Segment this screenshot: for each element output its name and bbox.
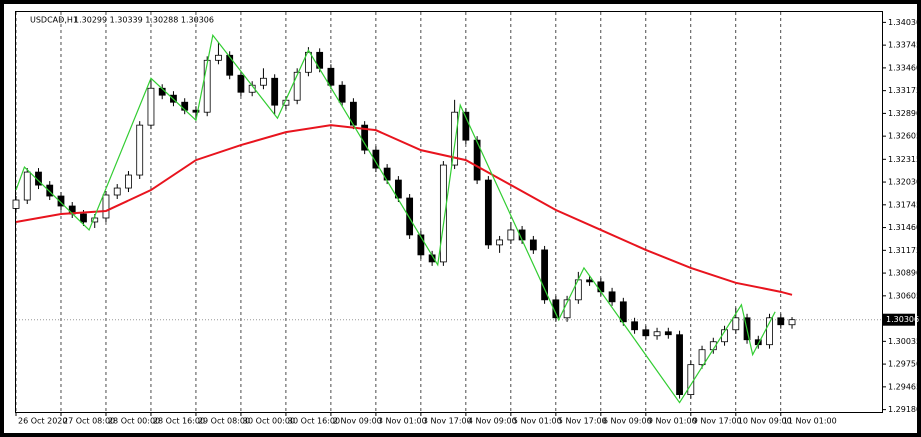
x-tick-label: 30 Oct 00:00 [243, 417, 295, 426]
x-tick-label: 4 Nov 09:00 [468, 417, 517, 426]
y-tick-label: 1.29180 [888, 405, 921, 414]
candle-body [226, 54, 234, 76]
y-tick-label: 1.32030 [888, 178, 921, 187]
x-tick-label: 27 Oct 08:00 [63, 417, 115, 426]
candle-body [147, 87, 155, 126]
candle-body [777, 317, 785, 326]
candle-body [271, 77, 279, 106]
candle-body [23, 171, 31, 201]
candle-body [91, 217, 99, 223]
x-tick-label: 29 Oct 08:00 [198, 417, 250, 426]
y-tick-label: 1.33175 [888, 86, 921, 95]
y-tick-label: 1.34030 [888, 18, 921, 27]
marks [12, 33, 796, 404]
y-tick-label: 1.31745 [888, 200, 921, 209]
x-tick-label: 3 Nov 17:00 [423, 417, 472, 426]
candle-body [136, 124, 144, 176]
y-tick-label: 1.30605 [888, 291, 921, 300]
indicator-line [15, 124, 793, 296]
candle-body [46, 184, 54, 197]
x-tick-label: 9 Nov 01:00 [648, 417, 697, 426]
candle-body [507, 229, 515, 241]
y-tick-label: 1.29750 [888, 360, 921, 369]
x-tick-label: 9 Nov 17:00 [693, 417, 742, 426]
candle-body [203, 59, 211, 113]
candle-body [664, 331, 672, 336]
candle-body [484, 179, 492, 246]
candle-body [496, 239, 504, 246]
last-price-box [883, 313, 915, 326]
x-tick-label: 3 Nov 01:00 [378, 417, 427, 426]
candle-body [541, 249, 548, 301]
y-tick-label: 1.32315 [888, 155, 921, 164]
candle-body [417, 234, 425, 256]
candle-body [102, 194, 110, 219]
candle-body [260, 77, 267, 86]
chart-title: USDCAD,H1 [30, 16, 78, 25]
candle-body [394, 179, 402, 199]
candle-body [451, 111, 459, 166]
x-tick-label: 28 Oct 00:00 [108, 417, 160, 426]
y-tick-label: 1.33745 [888, 41, 921, 50]
candle-body [732, 317, 740, 331]
candle-body [192, 109, 200, 113]
candle-body [372, 149, 380, 169]
candle-body [597, 281, 605, 293]
candle-body [586, 279, 593, 283]
candle-body [631, 321, 638, 331]
candle-body [215, 54, 222, 61]
candle-body [687, 364, 695, 395]
candle-body [552, 299, 560, 319]
x-tick-label: 26 Oct 2020 [18, 417, 67, 426]
y-tick-label: 1.30035 [888, 337, 921, 346]
candle-body [529, 239, 537, 251]
indicator-line [15, 33, 776, 404]
x-tick-label: 10 Nov 09:00 [738, 417, 792, 426]
candle-body [327, 67, 335, 86]
candle-body [237, 74, 245, 93]
candle-body [619, 301, 627, 323]
chart-background [4, 4, 917, 433]
y-tick-label: 1.29465 [888, 382, 921, 391]
candle-body [653, 331, 661, 337]
candle-body [338, 84, 346, 103]
y-tick-label: 1.32605 [888, 132, 921, 141]
y-tick-label: 1.33460 [888, 63, 921, 72]
candle-body [125, 174, 132, 189]
x-tick-label: 6 Nov 09:00 [603, 417, 652, 426]
x-tick-label: 28 Oct 16:00 [153, 417, 205, 426]
x-tick-label: 11 Nov 01:00 [783, 417, 837, 426]
x-tick-label: 2 Nov 09:00 [333, 417, 382, 426]
candle-body [293, 71, 301, 101]
candle-body [788, 319, 796, 326]
candle-body [305, 51, 312, 73]
x-tick-label: 5 Nov 01:00 [513, 417, 562, 426]
candle-body [608, 291, 616, 303]
y-tick-label: 1.31175 [888, 246, 921, 255]
candle-body [113, 187, 121, 196]
ohlc-info: 1.30299 1.30339 1.30288 1.30306 [74, 16, 214, 25]
candle-body [80, 213, 87, 223]
last-price-label: 1.30306 [886, 315, 919, 324]
candle-body [766, 317, 773, 346]
candle-body [57, 195, 65, 207]
candle-body [676, 334, 683, 395]
candle-body [462, 111, 470, 141]
candle-body [473, 139, 481, 181]
y-tick-label: 1.31460 [888, 223, 921, 232]
candle-body [698, 349, 706, 366]
candle-body [642, 329, 650, 337]
y-tick-label: 1.30890 [888, 269, 921, 278]
candle-body [439, 164, 447, 263]
candle-body [406, 197, 414, 236]
x-tick-label: 5 Nov 17:00 [558, 417, 607, 426]
y-tick-label: 1.32890 [888, 109, 921, 118]
x-tick-label: 30 Oct 16:00 [288, 417, 340, 426]
candle-body [12, 199, 20, 209]
